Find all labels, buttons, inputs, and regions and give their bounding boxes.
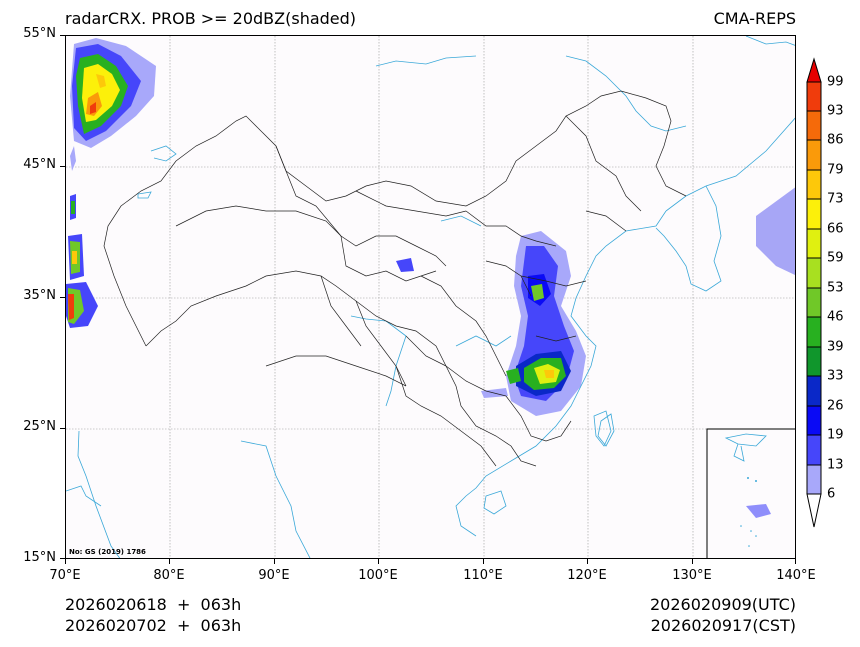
colorbar-label: 6 [827,486,836,502]
colorbar-label: 39 [827,339,844,355]
x-tick-label: 130°E [672,568,712,583]
y-tick [60,428,65,429]
colorbar-label: 79 [827,162,844,178]
y-tick [60,166,65,167]
y-tick-label: 45°N [23,157,56,172]
colorbar-label: 33 [827,368,844,384]
colorbar-label: 13 [827,457,844,473]
colorbar-under-arrow [806,493,822,528]
colorbar-label: 19 [827,427,844,443]
x-tick [65,559,66,564]
x-tick-label: 80°E [153,568,185,583]
map-panel[interactable] [65,35,796,559]
colorbar-label: 59 [827,250,844,266]
x-tick [378,559,379,564]
taiwan-outline [597,413,615,447]
valid-time-cst: 2026020917(CST) [650,616,796,635]
valid-time-utc: 2026020909(UTC) [650,595,796,614]
x-tick-label: 110°E [463,568,503,583]
init-time-block: 2026020618 + 063h 2026020702 + 063h [65,594,241,636]
init-time-utc: 2026020618 + 063h [65,595,242,614]
colorbar-label: 26 [827,398,844,414]
y-tick-label: 15°N [23,550,56,565]
x-tick-label: 100°E [358,568,398,583]
borders [103,90,687,467]
x-tick [483,559,484,564]
x-tick [169,559,170,564]
y-tick [60,35,65,36]
colorbar-over-arrow [806,57,822,83]
colorbar-label: 46 [827,309,844,325]
y-tick-label: 35°N [23,288,56,303]
x-tick-label: 140°E [776,568,816,583]
colorbar-label: 93 [827,103,844,119]
y-tick-label: 25°N [23,419,56,434]
x-tick [587,559,588,564]
x-tick-label: 90°E [258,568,290,583]
valid-time-block: 2026020909(UTC) 2026020917(CST) [650,594,796,636]
map-review-number: No: GS (2019) 1786 [69,548,146,556]
gridlines [66,36,795,558]
precip-central-east [396,231,586,416]
coastlines [66,36,795,558]
x-tick [795,559,796,564]
y-tick-label: 55°N [23,26,56,41]
x-tick-label: 70°E [49,568,81,583]
y-tick [60,297,65,298]
precip-northwest [70,38,156,148]
colorbar-graphic [806,57,822,528]
south-china-sea-inset [706,428,795,558]
x-tick [692,559,693,564]
precip-west-edge [66,146,98,328]
x-tick-label: 120°E [567,568,607,583]
x-tick [274,559,275,564]
model-name: CMA-REPS [713,9,796,28]
colorbar-label: 73 [827,191,844,207]
colorbar-label: 53 [827,280,844,296]
precip-japan-sea [756,187,795,276]
colorbar-label: 86 [827,132,844,148]
colorbar-label: 99 [827,74,844,90]
chart-title: radarCRX. PROB >= 20dBZ(shaded) [65,9,357,28]
map-canvas [66,36,795,558]
init-time-cst: 2026020702 + 063h [65,616,242,635]
colorbar-label: 66 [827,221,844,237]
y-tick [60,558,65,559]
